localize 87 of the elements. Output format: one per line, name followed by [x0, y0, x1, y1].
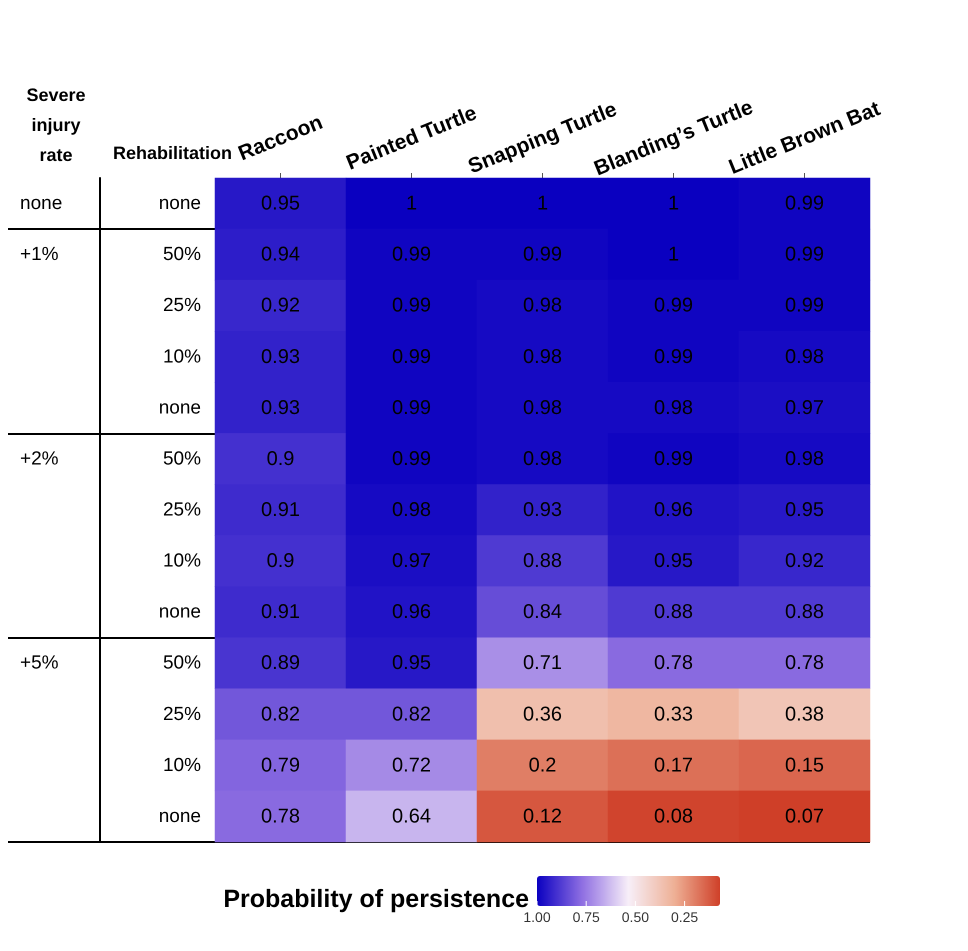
- data-label: 0.98: [523, 294, 562, 317]
- data-label: 0.98: [523, 396, 562, 419]
- data-label: 0.97: [785, 396, 824, 419]
- data-label: 0.99: [392, 294, 431, 317]
- data-label: 0.72: [392, 754, 431, 776]
- data-label: 0.99: [654, 448, 693, 470]
- data-label: 0.98: [785, 448, 824, 470]
- data-label: 0.95: [392, 652, 431, 674]
- y-tick-label: 50%: [162, 652, 202, 674]
- data-label: 0.88: [654, 601, 693, 624]
- y2-tick-label: +2%: [20, 448, 59, 470]
- data-label: 0.99: [654, 294, 693, 317]
- data-label: 0.64: [392, 805, 431, 828]
- data-label: 0.91: [261, 601, 300, 624]
- data-label: 0.99: [392, 448, 431, 470]
- y-tick-label: 50%: [162, 448, 202, 470]
- data-label: 0.82: [392, 703, 431, 726]
- y-tick-label: 10%: [162, 754, 202, 776]
- y-tick-label: 25%: [162, 295, 202, 316]
- data-label: 0.38: [785, 703, 824, 726]
- color-bar-label: 0.50: [622, 909, 650, 925]
- data-label: 0.99: [392, 396, 431, 419]
- data-label: 0.08: [654, 805, 693, 828]
- data-label: 1: [536, 192, 548, 215]
- data-label: 0.17: [654, 754, 693, 776]
- y-tick-label: 25%: [162, 704, 202, 725]
- color-bar-label: 0.25: [670, 909, 698, 925]
- data-label: 1: [668, 192, 680, 215]
- data-label: 0.97: [392, 550, 431, 572]
- data-label: 0.95: [785, 499, 824, 521]
- y2-tick-label: +5%: [20, 652, 59, 674]
- data-label: 0.99: [523, 244, 562, 266]
- data-label: 0.36: [523, 703, 562, 726]
- data-label: 0.92: [785, 550, 824, 572]
- data-label: 0.96: [654, 499, 693, 521]
- y2-tick-label: none: [20, 193, 62, 214]
- data-label: 0.82: [261, 703, 300, 726]
- data-label: 0.98: [392, 499, 431, 521]
- data-label: 0.71: [523, 652, 562, 674]
- data-label: 0.79: [261, 754, 300, 776]
- data-label: 0.98: [523, 346, 562, 368]
- y-tick-label: none: [158, 193, 201, 214]
- color-bar-label: 0.75: [572, 909, 600, 925]
- data-label: 0.96: [392, 601, 431, 624]
- data-label: 0.98: [785, 346, 824, 368]
- data-label: 1: [406, 192, 418, 215]
- data-label: 0.98: [523, 448, 562, 470]
- data-label: 0.95: [261, 192, 300, 215]
- data-label: 0.93: [261, 396, 300, 419]
- data-label: 0.12: [523, 805, 562, 828]
- data-label: 0.07: [785, 805, 824, 828]
- data-label: 0.78: [261, 805, 300, 828]
- data-label: 0.99: [785, 294, 824, 317]
- data-label: 0.99: [392, 244, 431, 266]
- y-tick-label: 10%: [162, 550, 202, 572]
- data-label: 0.98: [654, 396, 693, 419]
- data-label: 0.99: [785, 192, 824, 215]
- y-tick-label: 50%: [162, 244, 202, 266]
- data-label: 0.88: [785, 601, 824, 624]
- y-axis-title: Rehabilitation: [113, 143, 232, 163]
- y-tick-label: none: [158, 397, 201, 418]
- data-label: 0.84: [523, 601, 562, 624]
- data-label: 0.99: [785, 244, 824, 266]
- data-label: 0.99: [392, 346, 431, 368]
- y-tick-label: 25%: [162, 500, 202, 520]
- y2-axis-title: Severe injury rate: [26, 85, 86, 165]
- data-label: 0.9: [266, 550, 294, 572]
- data-label: 0.93: [261, 346, 300, 368]
- data-label: 0.93: [523, 499, 562, 521]
- data-label: 0.33: [654, 703, 693, 726]
- y-tick-label: none: [158, 602, 201, 623]
- data-label: 0.78: [785, 652, 824, 674]
- data-label: 0.2: [528, 754, 556, 776]
- y2-tick-label: +1%: [20, 244, 59, 266]
- data-label: 0.88: [523, 550, 562, 572]
- y-tick-label: 10%: [162, 346, 202, 368]
- y-tick-label: none: [158, 806, 201, 827]
- data-label: 0.91: [261, 499, 300, 521]
- data-label: 0.9: [266, 448, 294, 470]
- data-label: 0.92: [261, 294, 300, 317]
- data-label: 1: [668, 244, 680, 266]
- data-label: 0.78: [654, 652, 693, 674]
- data-label: 0.15: [785, 754, 824, 776]
- data-label: 0.94: [261, 244, 300, 266]
- data-label: 0.89: [261, 652, 300, 674]
- data-label: 0.95: [654, 550, 693, 572]
- data-label: 0.99: [654, 346, 693, 368]
